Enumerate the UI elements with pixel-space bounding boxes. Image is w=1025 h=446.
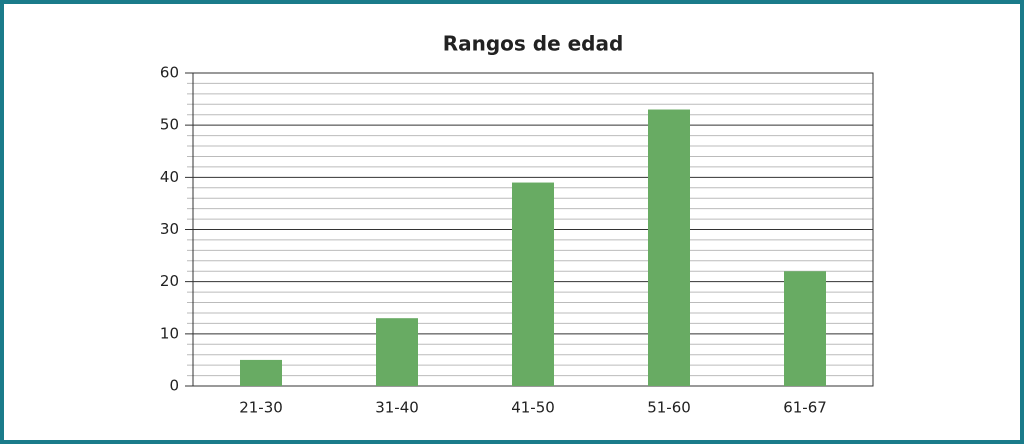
y-tick-label: 60 (160, 64, 179, 82)
x-tick-label: 41-50 (511, 399, 555, 417)
y-tick-label: 40 (160, 168, 179, 186)
x-tick-label: 61-67 (783, 399, 827, 417)
y-tick-label: 0 (169, 377, 179, 395)
chart-title: Rangos de edad (443, 32, 624, 56)
bar (512, 182, 554, 386)
x-tick-label: 21-30 (239, 399, 283, 417)
y-tick-label: 50 (160, 116, 179, 134)
y-tick-label: 20 (160, 272, 179, 290)
x-tick-label: 31-40 (375, 399, 419, 417)
bar (784, 271, 826, 386)
y-tick-label: 30 (160, 220, 179, 238)
bar (376, 318, 418, 386)
bar (240, 359, 282, 386)
x-tick-label: 51-60 (647, 399, 691, 417)
bar (648, 109, 690, 387)
y-tick-label: 10 (160, 324, 179, 342)
